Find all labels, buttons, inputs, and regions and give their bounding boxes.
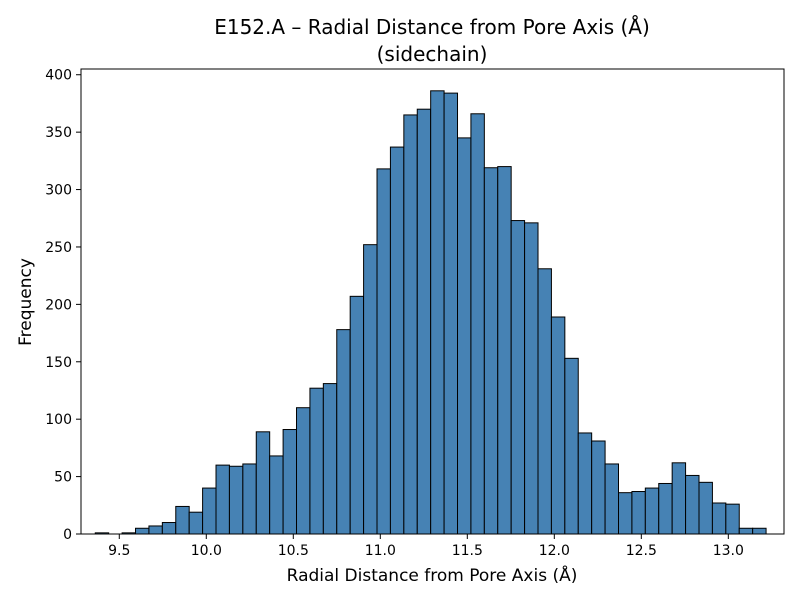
y-tick-label: 50 (54, 470, 72, 486)
x-axis-ticks: 9.5 10.0 10.5 11.0 11.5 12.0 12.5 13.0 (108, 534, 744, 559)
histogram-bar (497, 166, 512, 535)
histogram-bar (188, 511, 204, 535)
chart-title: E152.A – Radial Distance from Pore Axis … (214, 15, 650, 39)
histogram-bar (711, 502, 727, 535)
histogram-bar (483, 167, 499, 535)
histogram-bar (443, 92, 459, 535)
histogram-bar (470, 113, 485, 535)
x-tick-label: 13.0 (713, 543, 744, 559)
histogram-bar (215, 464, 230, 535)
histogram-bar (175, 505, 190, 535)
histogram-bar (255, 431, 271, 535)
histogram-bar (322, 383, 338, 535)
histogram-bar (242, 463, 257, 535)
histogram-bar (309, 387, 324, 535)
histogram-bar (363, 244, 378, 535)
histogram-bar (685, 474, 700, 535)
histogram-bar (336, 329, 351, 535)
histogram-bar (752, 527, 767, 535)
histogram-bar (269, 455, 284, 535)
x-tick-label: 10.0 (191, 543, 222, 559)
y-tick-label: 100 (45, 412, 72, 428)
histogram-bar (376, 168, 391, 535)
histogram-bar (577, 432, 593, 535)
histogram-bar (282, 429, 298, 535)
histogram-bar (161, 522, 177, 535)
y-tick-label: 250 (45, 240, 72, 256)
histogram-bar (738, 527, 754, 535)
bars-group (94, 90, 767, 535)
histogram-bar (457, 137, 472, 535)
x-tick-label: 11.0 (365, 543, 396, 559)
histogram-bar (591, 440, 606, 535)
histogram-bar (644, 487, 660, 535)
histogram-bar (296, 407, 311, 535)
histogram-bar (389, 146, 405, 535)
histogram-bar (725, 503, 740, 535)
x-tick-label: 12.0 (539, 543, 570, 559)
y-axis-label: Frequency (16, 258, 36, 346)
histogram-bar (202, 487, 217, 535)
histogram-bar (631, 491, 646, 535)
x-tick-label: 12.5 (626, 543, 657, 559)
histogram-bar (658, 482, 673, 535)
histogram-bar (564, 357, 579, 535)
x-tick-label: 9.5 (108, 543, 130, 559)
x-axis-label: Radial Distance from Pore Axis (Å) (287, 564, 578, 586)
y-tick-label: 400 (45, 68, 72, 84)
y-tick-label: 200 (45, 297, 72, 313)
histogram-bar (430, 90, 445, 535)
y-tick-label: 350 (45, 125, 72, 141)
histogram-bar (403, 114, 418, 535)
y-axis-ticks: 0 50 100 150 200 250 300 350 400 (45, 68, 81, 543)
histogram-bar (671, 462, 687, 535)
y-tick-label: 0 (63, 527, 72, 543)
plot-frame (80, 68, 785, 535)
histogram-bar (349, 295, 365, 535)
histogram-bar (537, 268, 552, 535)
histogram-bar (550, 316, 566, 535)
histogram-bar (148, 525, 163, 535)
y-tick-label: 150 (45, 355, 72, 371)
x-tick-label: 10.5 (278, 543, 309, 559)
histogram-bar (416, 108, 432, 535)
histogram-bar (135, 527, 150, 535)
histogram-bar (510, 220, 526, 535)
chart-subtitle: (sidechain) (377, 42, 488, 66)
x-tick-label: 11.5 (452, 543, 483, 559)
histogram-bar (698, 481, 713, 535)
histogram-bar (604, 463, 620, 535)
histogram-bar (618, 492, 633, 535)
histogram-bar (228, 465, 244, 535)
y-tick-label: 300 (45, 183, 72, 199)
histogram-bar (524, 222, 539, 535)
